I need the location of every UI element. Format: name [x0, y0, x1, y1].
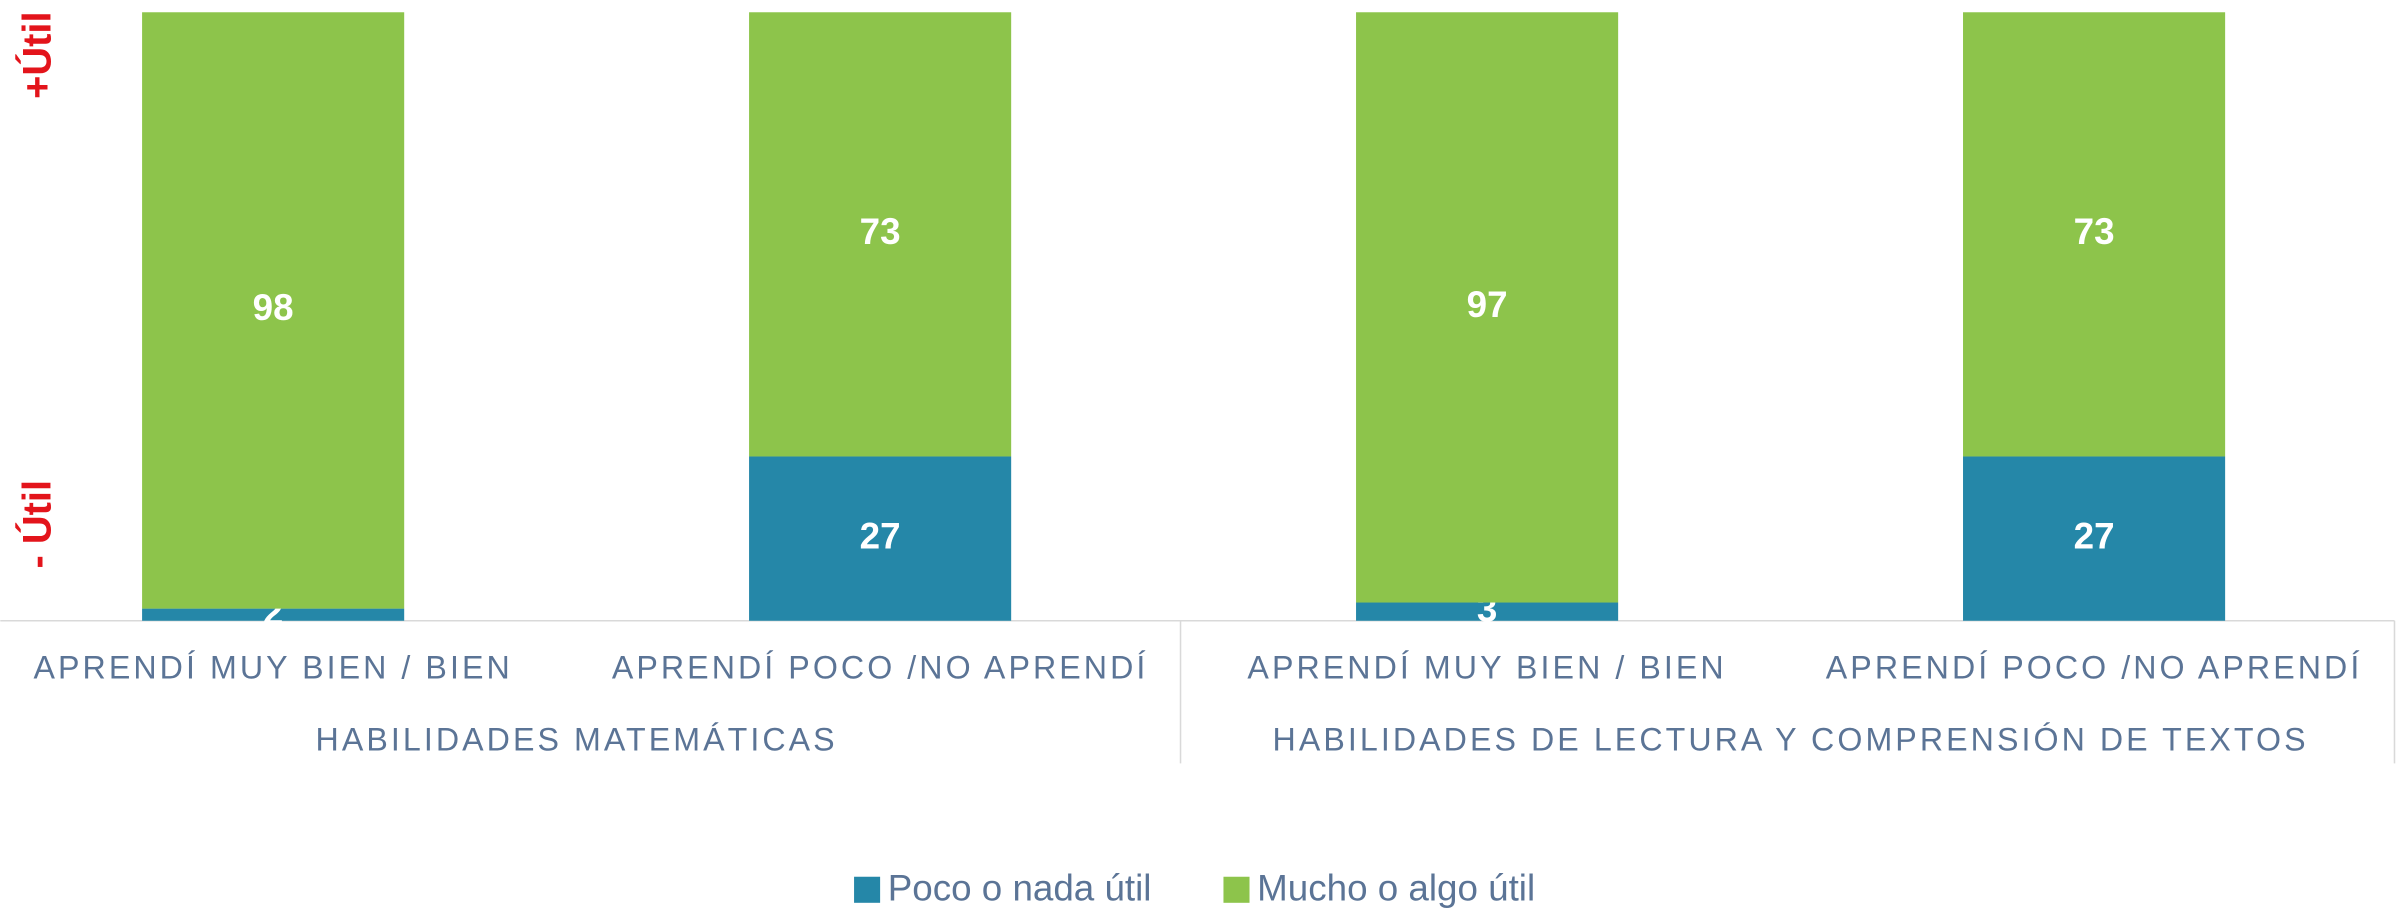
legend-label: Mucho o algo útil	[1257, 867, 1535, 908]
legend-swatch	[854, 876, 881, 903]
bar-segment	[1356, 602, 1619, 621]
bar-segment	[1356, 12, 1619, 603]
x-tick-label: APRENDÍ MUY BIEN / BIEN	[33, 649, 512, 685]
bar-segment	[142, 608, 405, 621]
side-label: - Útil	[14, 480, 60, 569]
bar-segment	[1963, 12, 2226, 457]
value-label: 97	[1467, 284, 1508, 325]
bar-segment	[749, 12, 1012, 457]
x-tick-label: APRENDÍ POCO /NO APRENDÍ	[1826, 649, 2363, 685]
value-label: 27	[2074, 515, 2115, 556]
side-label: +Útil	[14, 11, 60, 98]
value-label: 73	[2074, 211, 2115, 252]
group-label: HABILIDADES MATEMÁTICAS	[316, 721, 838, 757]
legend-swatch	[1223, 876, 1250, 903]
bar-segment	[142, 12, 405, 609]
x-tick-label: APRENDÍ POCO /NO APRENDÍ	[612, 649, 1149, 685]
bar-segment	[1963, 456, 2226, 621]
legend-label: Poco o nada útil	[888, 867, 1152, 908]
group-label: HABILIDADES DE LECTURA Y COMPRENSIÓN DE …	[1273, 721, 2309, 757]
bar-segment	[749, 456, 1012, 621]
x-tick-label: APRENDÍ MUY BIEN / BIEN	[1247, 649, 1726, 685]
value-label: 73	[860, 211, 901, 252]
value-label: 98	[253, 287, 294, 328]
value-label: 27	[860, 515, 901, 556]
